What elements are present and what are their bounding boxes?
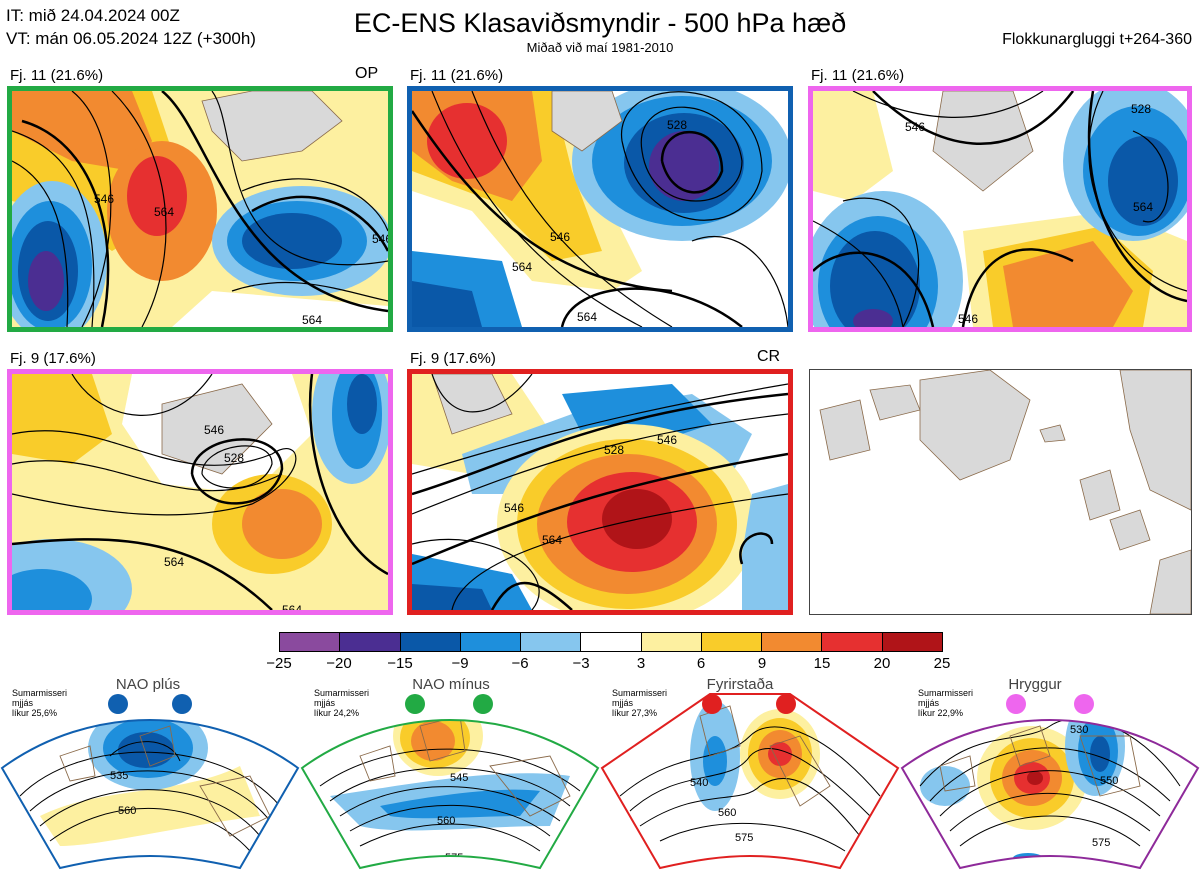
- contour-label: 564: [577, 310, 597, 324]
- contour-label: 564: [542, 533, 562, 547]
- panel-2-label: Fj. 11 (21.6%): [410, 67, 504, 84]
- it-line: IT: mið 24.04.2024 00Z: [6, 6, 180, 25]
- contour-label: 575: [445, 852, 463, 864]
- panel-3-label: Fj. 11 (21.6%): [811, 67, 905, 84]
- panel-5-label: Fj. 9 (17.6%): [410, 350, 496, 367]
- contour-label: 564: [154, 205, 174, 219]
- panel-4-label: Fj. 9 (17.6%): [10, 350, 96, 367]
- contour-label: 564: [302, 313, 322, 327]
- contour-label: 546: [504, 501, 524, 515]
- cluster-map-2: 528 546 564 564: [407, 86, 793, 332]
- colorbar-tick: 20: [873, 655, 891, 672]
- regime-nao-plus: 535 560: [0, 676, 300, 871]
- page-title: EC-ENS Klasaviðsmyndir - 500 hPa hæð: [353, 8, 847, 38]
- contour-label: 546: [372, 232, 388, 246]
- colorbar-swatch: [340, 633, 401, 651]
- colorbar-tick: 3: [636, 655, 646, 672]
- colorbar-tick: −15: [387, 655, 413, 672]
- contour-label: 546: [204, 423, 224, 437]
- regime-title-nao-minus: NAO mínus: [412, 676, 490, 693]
- cluster-map-1: 546 564 546 564: [7, 86, 393, 332]
- contour-label: 530: [1070, 724, 1088, 736]
- colorbar-tick: −6: [511, 655, 529, 672]
- contour-label: 564: [512, 260, 532, 274]
- contour-label: 528: [224, 451, 244, 465]
- regime-note-fyrirstada: Sumarmisseri mjjás líkur 27,3%: [612, 688, 668, 718]
- colorbar-swatch: [400, 633, 461, 651]
- colorbar-swatch: [460, 633, 522, 651]
- colorbar-swatch: [882, 633, 942, 651]
- cluster-map-4: 528 546 564 564: [7, 369, 393, 615]
- colorbar-swatch: [762, 633, 823, 651]
- regime-note-nao-plus: Sumarmisseri mjjás líkur 25,6%: [12, 688, 68, 718]
- contour-label: 528: [1131, 102, 1151, 116]
- cluster-map-5: 528 546 564 546: [407, 369, 793, 615]
- regime-hryggur: 530 550 575: [900, 676, 1200, 871]
- colorbar-swatch: [280, 633, 341, 651]
- colorbar-tick: −20: [326, 655, 352, 672]
- contour-label: 575: [735, 832, 753, 844]
- colorbar-tick: 6: [696, 655, 706, 672]
- panel-5-tag: CR: [757, 348, 781, 365]
- colorbar-tick: 15: [813, 655, 831, 672]
- cluster-map-3: 528 546 564 546: [808, 86, 1192, 332]
- colorbar-swatch: [581, 633, 642, 651]
- colorbar-tick: 9: [757, 655, 767, 672]
- classification-window: Flokkunargluggi t+264-360: [1002, 31, 1192, 48]
- colorbar-tick: −3: [572, 655, 590, 672]
- regime-title-fyrirstada: Fyrirstaða: [706, 676, 774, 693]
- contour-label: 535: [110, 770, 128, 782]
- regime-nao-minus: 545 560 575: [300, 676, 600, 871]
- empty-map-panel: [809, 369, 1192, 615]
- colorbar-swatch: [521, 633, 582, 651]
- contour-label: 540: [690, 777, 708, 789]
- contour-label: 564: [1133, 200, 1153, 214]
- page-subtitle: Miðað við maí 1981-2010: [526, 40, 674, 55]
- panel-1-label: Fj. 11 (21.6%): [10, 67, 104, 84]
- contour-label: 564: [282, 603, 302, 610]
- contour-label: 575: [1092, 837, 1110, 849]
- colorbar-swatch: [641, 633, 702, 651]
- contour-label: 545: [450, 772, 468, 784]
- contour-label: 560: [718, 807, 736, 819]
- colorbar-tick: 25: [933, 655, 951, 672]
- contour-label: 546: [94, 192, 114, 206]
- contour-label: 564: [164, 555, 184, 569]
- regime-note-nao-minus: Sumarmisseri mjjás líkur 24,2%: [314, 688, 370, 718]
- contour-label: 560: [437, 815, 455, 827]
- contour-label: 528: [667, 118, 687, 132]
- panel-1-tag: OP: [355, 65, 379, 82]
- vt-line: VT: mán 06.05.2024 12Z (+300h): [6, 29, 256, 48]
- contour-label: 546: [958, 312, 978, 326]
- anomaly-colorbar: [279, 632, 943, 652]
- regime-fyrirstada: 540 560 575: [600, 676, 900, 871]
- contour-label: 528: [604, 443, 624, 457]
- contour-label: 550: [1100, 775, 1118, 787]
- colorbar-swatch: [701, 633, 763, 651]
- colorbar-tick: −9: [451, 655, 469, 672]
- colorbar-tick: −25: [266, 655, 292, 672]
- colorbar-swatch: [822, 633, 883, 651]
- regime-title-nao-plus: NAO plús: [115, 676, 181, 693]
- contour-label: 546: [550, 230, 570, 244]
- regime-note-hryggur: Sumarmisseri mjjás líkur 22,9%: [918, 688, 974, 718]
- issue-info: IT: mið 24.04.2024 00Z VT: mán 06.05.202…: [6, 4, 256, 50]
- contour-label: 546: [905, 120, 925, 134]
- contour-label: 546: [657, 433, 677, 447]
- regime-title-hryggur: Hryggur: [1008, 676, 1062, 693]
- contour-label: 560: [118, 805, 136, 817]
